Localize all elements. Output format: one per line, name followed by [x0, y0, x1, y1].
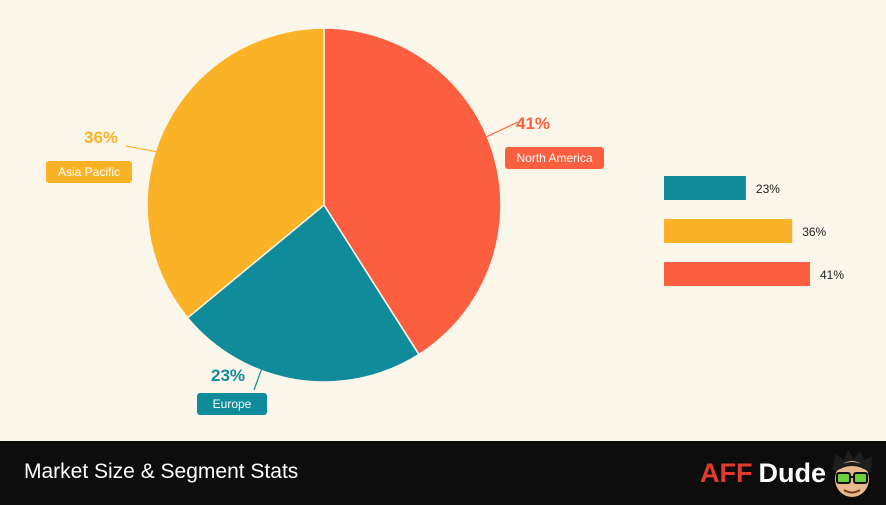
- brand-logo[interactable]: AFF Dude: [700, 455, 826, 491]
- aff-dude-mascot-icon: [832, 450, 872, 497]
- legend-bar-value-0: 23%: [756, 182, 780, 196]
- data-label-europe: 23%: [211, 366, 245, 385]
- pie-slice-north-america: [323, 27, 502, 356]
- legend-bar-0: [664, 176, 746, 200]
- leader-line-asia-pacific: [125, 145, 159, 153]
- chart-area: 41% North America 23% Europe 36% Asia Pacific…: [46, 27, 844, 415]
- brand-aff-text: AFF: [700, 457, 753, 488]
- legend-bar-value-1: 36%: [802, 225, 826, 239]
- data-label-north-america: 41%: [516, 114, 550, 133]
- category-label-europe: Europe: [213, 397, 252, 411]
- brand-dude-text: Dude: [758, 457, 826, 488]
- label-pill-europe: [197, 393, 267, 415]
- leader-line-europe: [253, 367, 263, 391]
- pie-chart: 41% North America 23% Europe 36% Asia Pacific…: [46, 27, 844, 415]
- footer-title: Market Size & Segment Stats: [24, 460, 299, 483]
- legend-bar-1: [664, 219, 793, 243]
- footer-bar: Market Size & Segment Stats AFF Dude: [0, 441, 886, 505]
- label-pill-north-america: [505, 147, 604, 169]
- legend-bar-value-2: 41%: [820, 268, 844, 282]
- pie-slice-europe: [186, 203, 420, 383]
- data-label-asia-pacific: 36%: [84, 128, 118, 147]
- pie-slice-asia-pacific: [146, 27, 325, 319]
- label-pill-asia-pacific: [46, 161, 132, 183]
- category-label-north-america: North America: [516, 151, 592, 165]
- legend-bar-2: [664, 262, 810, 286]
- leader-line-north-america: [483, 121, 519, 139]
- category-label-asia-pacific: Asia Pacific: [58, 165, 120, 179]
